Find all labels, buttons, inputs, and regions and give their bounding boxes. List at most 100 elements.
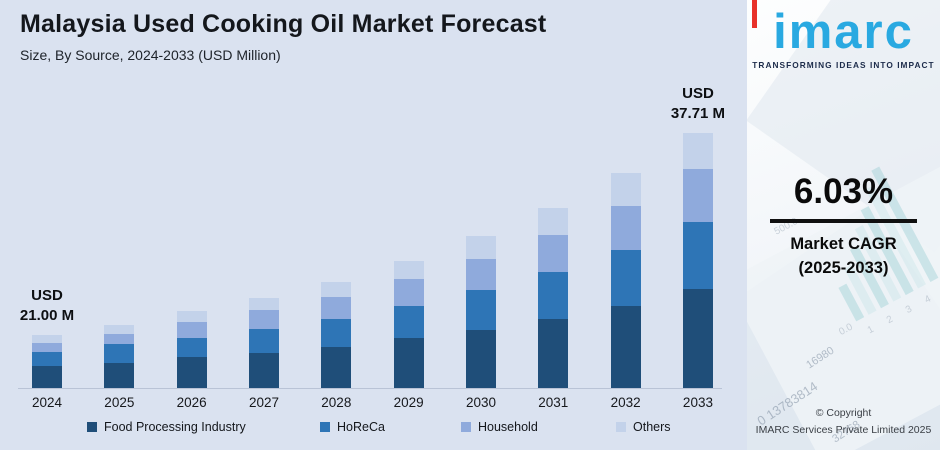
x-tick-2033: 2033: [682, 395, 713, 410]
bar-segment-others: [104, 325, 135, 334]
bar-segment-household: [393, 279, 424, 306]
bar-segment-horeca: [248, 329, 279, 353]
bar-segment-others: [176, 311, 207, 322]
bar-segment-household: [321, 297, 352, 319]
watermark-text: 4: [922, 293, 933, 306]
bar-segment-others: [682, 133, 713, 169]
legend-swatch: [461, 422, 471, 432]
cagr-value: 6.03%: [793, 172, 894, 211]
chart-subtitle: Size, By Source, 2024-2033 (USD Million): [20, 47, 281, 63]
bar-segment-others: [393, 261, 424, 279]
bar-segment-horeca: [32, 352, 62, 366]
bar-segment-others: [610, 173, 641, 206]
bar-segment-food-processing-industry: [321, 347, 352, 388]
legend-item-food-processing-industry: Food Processing Industry: [87, 420, 246, 434]
x-tick-2024: 2024: [31, 395, 63, 410]
brand-sidebar: 500.0 0.0 1 2 3 4 16980 0 13783814 32768…: [747, 0, 940, 450]
watermark-text: 3: [903, 303, 914, 316]
value-label-2033: USD 37.71 M: [670, 85, 726, 123]
bar-segment-food-processing-industry: [538, 319, 569, 388]
bar-segment-food-processing-industry: [465, 330, 496, 388]
legend-label: Others: [633, 420, 671, 434]
bar-stack: [321, 282, 352, 388]
bar-stack: [176, 311, 207, 388]
bar-segment-others: [465, 236, 496, 259]
bar-segment-horeca: [465, 290, 496, 330]
cagr-block: 6.03% Market CAGR (2025-2033): [747, 172, 940, 281]
x-tick-2029: 2029: [393, 395, 424, 410]
copyright: © Copyright IMARC Services Private Limit…: [747, 405, 940, 438]
bar-segment-horeca: [104, 344, 135, 363]
bar-2026: 2026: [176, 311, 207, 410]
bar-segment-others: [321, 282, 352, 297]
bar-stack: [248, 298, 279, 388]
legend-swatch: [616, 422, 626, 432]
bar-stack: [32, 335, 62, 388]
page-title: Malaysia Used Cooking Oil Market Forecas…: [20, 10, 547, 38]
bar-segment-food-processing-industry: [104, 363, 135, 388]
imarc-logo-tagline: TRANSFORMING IDEAS INTO IMPACT: [752, 59, 935, 70]
stacked-bar-chart: 2024 USD 21.00 M 2025 2026 2027 2028 2029 2030 2…: [20, 0, 725, 410]
bar-2024: 2024 USD 21.00 M: [20, 287, 74, 410]
legend-item-others: Others: [616, 420, 671, 434]
x-tick-2030: 2030: [465, 395, 496, 410]
copyright-line2: IMARC Services Private Limited 2025: [755, 423, 932, 436]
bar-2033: 2033 USD 37.71 M: [671, 85, 725, 410]
imarc-logo-wordmark: imarc: [773, 5, 914, 59]
x-tick-2025: 2025: [104, 395, 135, 410]
bar-stack: [610, 173, 641, 388]
bar-segment-others: [248, 298, 279, 310]
legend-label: HoReCa: [337, 420, 385, 434]
bar-segment-horeca: [321, 319, 352, 347]
bar-stack: [393, 261, 424, 388]
bar-segment-horeca: [682, 222, 713, 289]
bar-segment-food-processing-industry: [248, 353, 279, 388]
bar-segment-others: [32, 335, 62, 343]
bar-stack: [465, 236, 496, 388]
bar-stack: [104, 325, 135, 388]
bar-2032: 2032: [610, 173, 641, 410]
bar-2027: 2027: [248, 298, 279, 410]
bar-segment-horeca: [176, 338, 207, 357]
watermark-text: 2: [884, 313, 895, 327]
bar-segment-food-processing-industry: [393, 338, 424, 388]
watermark-text: 1: [865, 323, 876, 337]
legend-swatch: [320, 422, 330, 432]
bar-segment-household: [248, 310, 279, 329]
cagr-period: (2025-2033): [798, 258, 889, 277]
bar-stack: [682, 133, 713, 388]
legend-label: Household: [478, 420, 538, 434]
bar-segment-household: [465, 259, 496, 290]
watermark-text: 0.0: [837, 321, 855, 338]
x-axis-line: [18, 388, 722, 389]
legend-swatch: [87, 422, 97, 432]
bar-segment-food-processing-industry: [32, 366, 62, 388]
cagr-label: Market CAGR: [790, 235, 897, 253]
bar-segment-household: [610, 206, 641, 250]
imarc-logo: imarc TRANSFORMING IDEAS INTO IMPACT: [747, 6, 940, 70]
bar-2028: 2028: [321, 282, 352, 410]
bar-2025: 2025: [104, 325, 135, 410]
x-tick-2028: 2028: [321, 395, 352, 410]
bar-segment-horeca: [393, 306, 424, 338]
bar-segment-others: [538, 208, 569, 235]
bar-segment-household: [176, 322, 207, 338]
bar-segment-horeca: [538, 272, 569, 319]
chart-panel: Malaysia Used Cooking Oil Market Forecas…: [18, 0, 726, 434]
cagr-divider: [770, 219, 917, 223]
bar-segment-horeca: [610, 250, 641, 306]
red-accent-bar: [752, 0, 757, 28]
bar-2031: 2031: [538, 208, 569, 410]
x-tick-2032: 2032: [610, 395, 641, 410]
bar-segment-food-processing-industry: [610, 306, 641, 388]
legend-item-horeca: HoReCa: [320, 420, 385, 434]
bar-2030: 2030: [465, 236, 496, 410]
bar-2029: 2029: [393, 261, 424, 410]
value-label-2024: USD 21.00 M: [19, 287, 75, 325]
bar-segment-food-processing-industry: [176, 357, 207, 388]
legend-label: Food Processing Industry: [104, 420, 246, 434]
bar-stack: [538, 208, 569, 388]
bar-segment-household: [538, 235, 569, 272]
bar-segment-food-processing-industry: [682, 289, 713, 388]
